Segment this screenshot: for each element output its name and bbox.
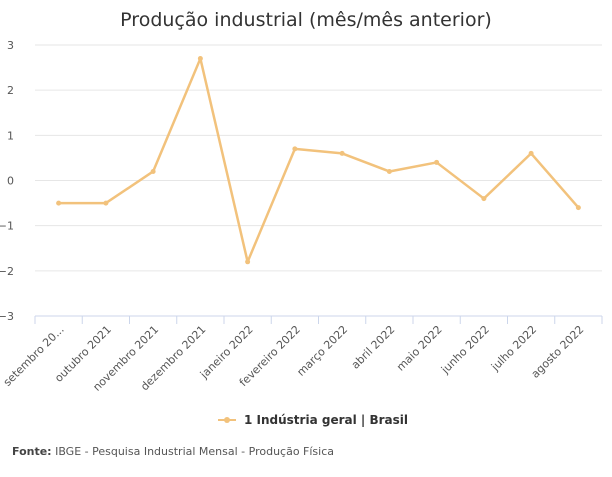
y-tick-label: −1 — [0, 220, 14, 233]
grid — [35, 44, 602, 272]
source-note: Fonte: IBGE - Pesquisa Industrial Mensal… — [12, 445, 334, 458]
y-tick-label: 1 — [7, 129, 14, 142]
legend-label: 1 Indústria geral | Brasil — [244, 413, 408, 427]
x-tick-label: julho 2022 — [488, 323, 539, 374]
data-point — [292, 146, 298, 152]
y-tick-label: −3 — [0, 310, 14, 323]
chart-title: Produção industrial (mês/mês anterior) — [120, 9, 492, 31]
legend-marker — [224, 417, 230, 423]
series-line — [57, 57, 580, 264]
data-point — [386, 168, 392, 174]
x-tick-label: maio 2022 — [394, 323, 445, 374]
data-point — [56, 200, 62, 206]
y-tick-label: −2 — [0, 265, 14, 278]
x-tick-label: março 2022 — [294, 323, 350, 379]
source-text: IBGE - Pesquisa Industrial Mensal - Prod… — [51, 445, 335, 458]
x-tick-label: abril 2022 — [349, 323, 398, 372]
y-tick-label: 2 — [7, 84, 14, 97]
data-point — [150, 168, 156, 174]
data-point — [245, 259, 251, 265]
y-axis: 3 2 1 0 −1 −2 −3 — [0, 39, 14, 323]
series-layer — [56, 56, 581, 265]
y-tick-label: 0 — [7, 175, 14, 188]
data-point — [528, 150, 534, 156]
data-point — [481, 196, 487, 202]
x-tick-label: junho 2022 — [438, 323, 492, 377]
legend[interactable]: 1 Indústria geral | Brasil — [218, 413, 408, 427]
source-label: Fonte: — [12, 445, 52, 458]
data-point — [575, 205, 581, 211]
data-point — [434, 159, 440, 165]
data-point — [339, 150, 345, 156]
data-point — [197, 56, 203, 62]
y-tick-label: 3 — [7, 39, 14, 52]
data-point — [103, 200, 109, 206]
